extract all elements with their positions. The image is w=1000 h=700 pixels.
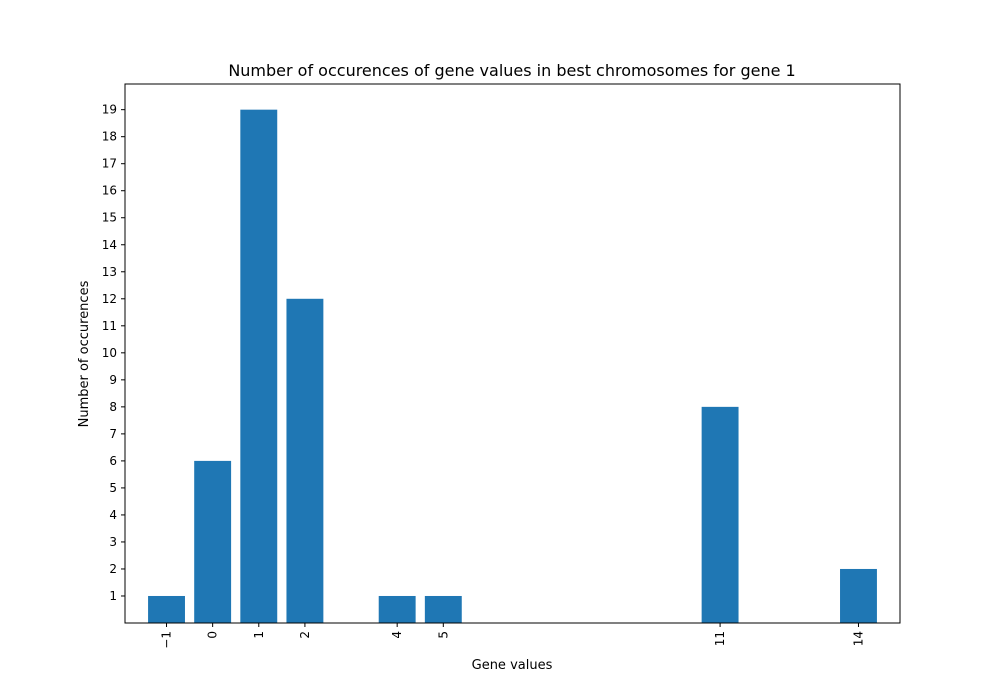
y-tick-label: 5	[109, 481, 117, 495]
y-tick-label: 9	[109, 373, 117, 387]
y-tick-label: 3	[109, 535, 117, 549]
y-tick-label: 14	[102, 238, 117, 252]
bar-5	[424, 595, 462, 623]
x-tick-label: 14	[851, 631, 865, 646]
y-axis-label: Number of occurences	[77, 280, 92, 427]
x-tick-label: 4	[390, 631, 404, 639]
x-axis-label: Gene values	[472, 658, 553, 673]
x-tick-label: −1	[160, 631, 174, 649]
y-tick-label: 2	[109, 562, 117, 576]
y-tick-label: 1	[109, 589, 117, 603]
y-tick-label: 11	[102, 319, 117, 333]
x-tick-label: 1	[252, 631, 266, 639]
y-tick-label: 15	[102, 211, 117, 225]
y-tick-label: 13	[102, 265, 117, 279]
bar-14	[840, 568, 877, 623]
plot-frame	[124, 83, 901, 624]
x-tick-label: 2	[298, 631, 312, 639]
y-tick-label: 16	[102, 184, 117, 198]
bar-2	[286, 298, 324, 623]
y-tick-label: 10	[102, 346, 117, 360]
x-tick-label: 11	[713, 631, 727, 646]
chart-title: Number of occurences of gene values in b…	[228, 61, 795, 80]
bar-1	[240, 109, 278, 623]
y-tick-label: 12	[102, 292, 117, 306]
bar-4	[378, 595, 416, 623]
y-tick-label: 8	[109, 400, 117, 414]
bars-group	[148, 109, 877, 623]
x-tick-label: 0	[206, 631, 220, 639]
y-tick-label: 18	[102, 130, 117, 144]
y-tick-label: 6	[109, 454, 117, 468]
y-tick-label: 7	[109, 427, 117, 441]
y-tick-label: 4	[109, 508, 117, 522]
x-axis-ticks: −1 0 1 2 4 5 11 14	[160, 623, 865, 649]
bar-−1	[148, 595, 185, 623]
bar-0	[194, 460, 232, 623]
bar-11	[701, 406, 739, 623]
y-tick-label: 17	[102, 157, 117, 171]
y-tick-label: 19	[102, 103, 117, 117]
x-tick-label: 5	[436, 631, 450, 639]
